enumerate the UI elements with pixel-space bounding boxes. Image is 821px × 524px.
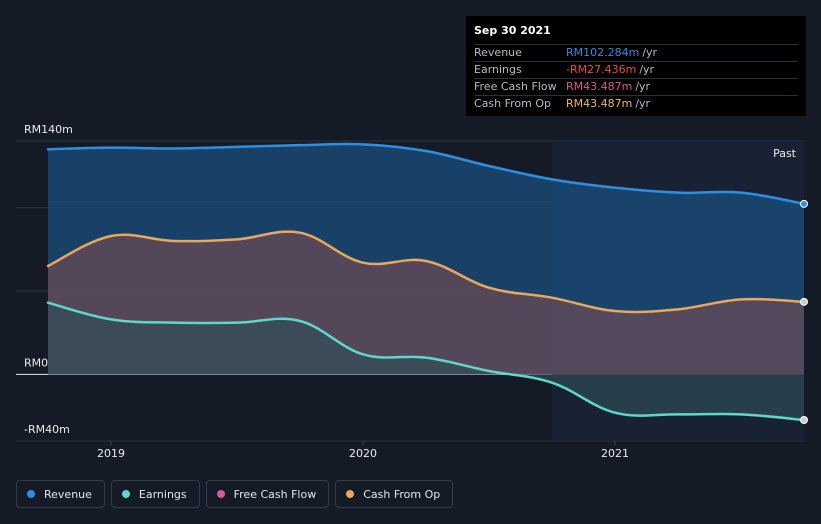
tooltip-unit: /yr — [642, 46, 658, 59]
past-label: Past — [773, 147, 797, 160]
legend-dot-icon — [346, 490, 355, 498]
tooltip-unit: /yr — [639, 63, 655, 76]
x-tick-label: 2019 — [97, 447, 125, 460]
tooltip-unit: /yr — [635, 97, 651, 110]
y-tick-label: -RM40m — [24, 423, 70, 436]
legend-dot-icon — [121, 490, 130, 498]
y-tick-label: RM140m — [24, 123, 73, 136]
tooltip-date: Sep 30 2021 — [474, 24, 551, 37]
earnings-area — [48, 302, 804, 420]
legend-item-cash-from-op[interactable]: Cash From Op — [335, 480, 454, 508]
cash-from-op-line — [46, 230, 806, 314]
tooltip-value: -RM27.436m — [566, 63, 637, 76]
legend-item-revenue[interactable]: Revenue — [16, 480, 105, 508]
legend-dot-icon — [216, 490, 225, 498]
tooltip: Sep 30 2021 Revenue RM102.284m/yr Earnings… — [466, 16, 806, 116]
tooltip-label: Free Cash Flow — [474, 80, 557, 93]
revenue-line — [46, 142, 806, 206]
legend-item-free-cash-flow[interactable]: Free Cash Flow — [205, 480, 330, 508]
tooltip-value: RM43.487m — [566, 97, 633, 110]
tooltip-value: RM102.284m — [566, 46, 640, 59]
legend-label: Revenue — [44, 487, 92, 501]
legend-label: Earnings — [138, 487, 187, 501]
revenue-end-point — [800, 199, 808, 208]
legend-item-earnings[interactable]: Earnings — [110, 480, 200, 508]
tooltip-label: Earnings — [474, 63, 522, 76]
tooltip-label: Revenue — [474, 46, 522, 59]
tooltip-row: Cash From Op RM43.487m/yr — [474, 95, 798, 112]
legend: Revenue Earnings Free Cash Flow Cash From O… — [16, 480, 454, 508]
legend-dot-icon — [27, 490, 35, 498]
earnings-end-point — [800, 416, 808, 424]
x-tick-label: 2021 — [601, 447, 629, 460]
y-tick-label: RM0 — [24, 356, 48, 369]
tooltip-row: Revenue RM102.284m/yr — [474, 44, 798, 61]
cash-from-op-end-point — [800, 297, 808, 306]
tooltip-row: Free Cash Flow RM43.487m/yr — [474, 78, 798, 95]
tooltip-label: Cash From Op — [474, 97, 552, 110]
tooltip-unit: /yr — [635, 80, 651, 93]
earnings-line — [46, 301, 806, 422]
tooltip-value: RM43.487m — [566, 80, 633, 93]
tooltip-row: Earnings -RM27.436m/yr — [474, 61, 798, 78]
legend-label: Free Cash Flow — [233, 487, 317, 501]
legend-label: Cash From Op — [363, 487, 441, 501]
x-tick-label: 2020 — [349, 447, 377, 460]
